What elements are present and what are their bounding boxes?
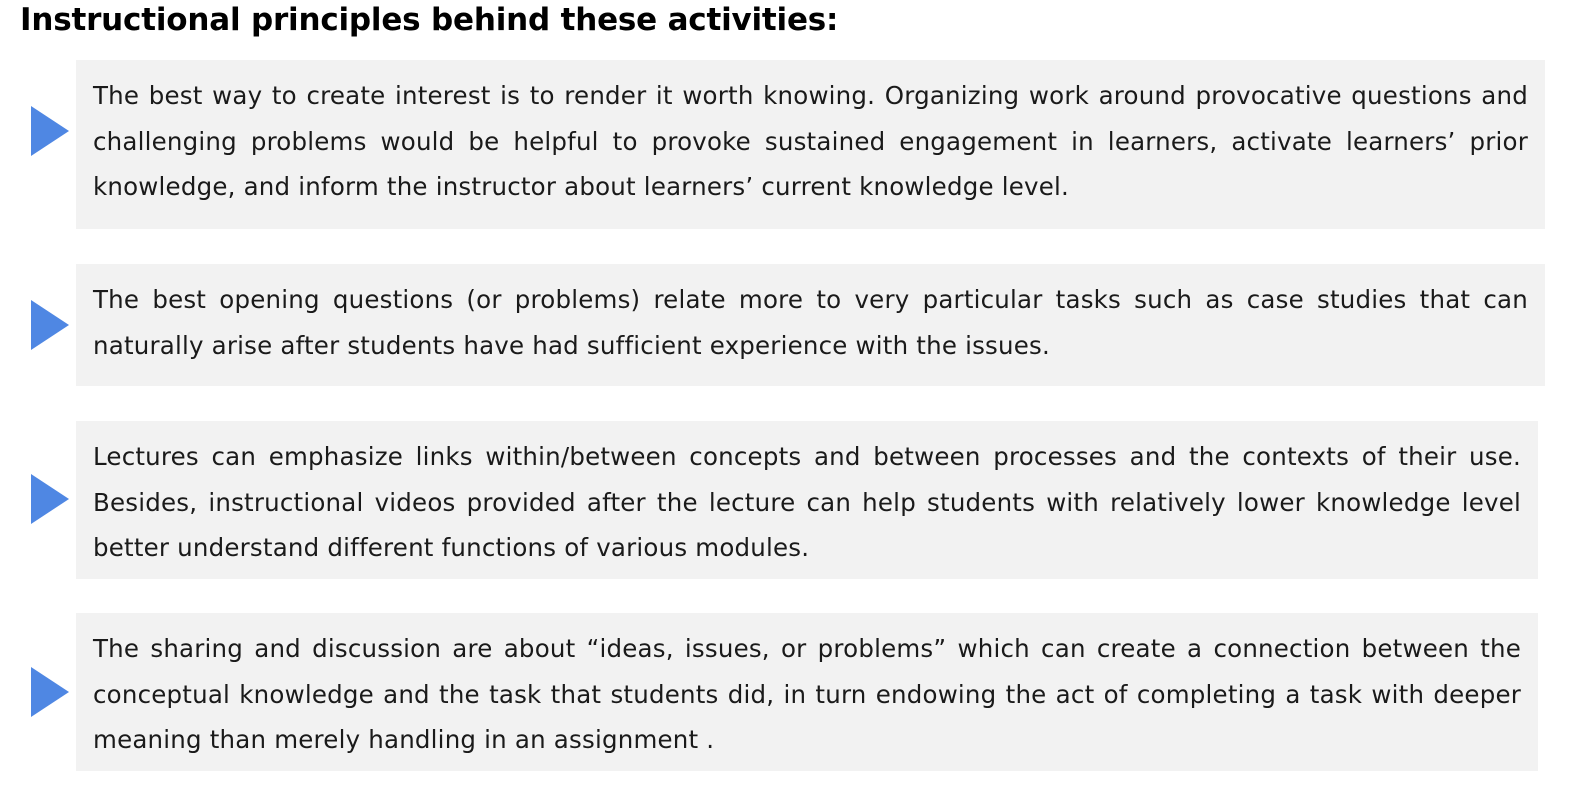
principle-box: The best way to create interest is to re… bbox=[76, 60, 1545, 229]
triangle-right-icon bbox=[31, 474, 69, 524]
principle-text: The sharing and discussion are about “id… bbox=[93, 634, 1521, 754]
principle-box: The best opening questions (or problems)… bbox=[76, 264, 1545, 386]
triangle-right-icon bbox=[31, 300, 69, 350]
triangle-right-icon bbox=[31, 106, 69, 156]
section-heading: Instructional principles behind these ac… bbox=[20, 2, 839, 38]
principle-text: The best opening questions (or problems)… bbox=[93, 285, 1528, 360]
principle-box: Lectures can emphasize links within/betw… bbox=[76, 421, 1538, 579]
principle-box: The sharing and discussion are about “id… bbox=[76, 613, 1538, 771]
principle-text: The best way to create interest is to re… bbox=[93, 81, 1528, 201]
triangle-right-icon bbox=[31, 667, 69, 717]
principle-text: Lectures can emphasize links within/betw… bbox=[93, 442, 1521, 562]
